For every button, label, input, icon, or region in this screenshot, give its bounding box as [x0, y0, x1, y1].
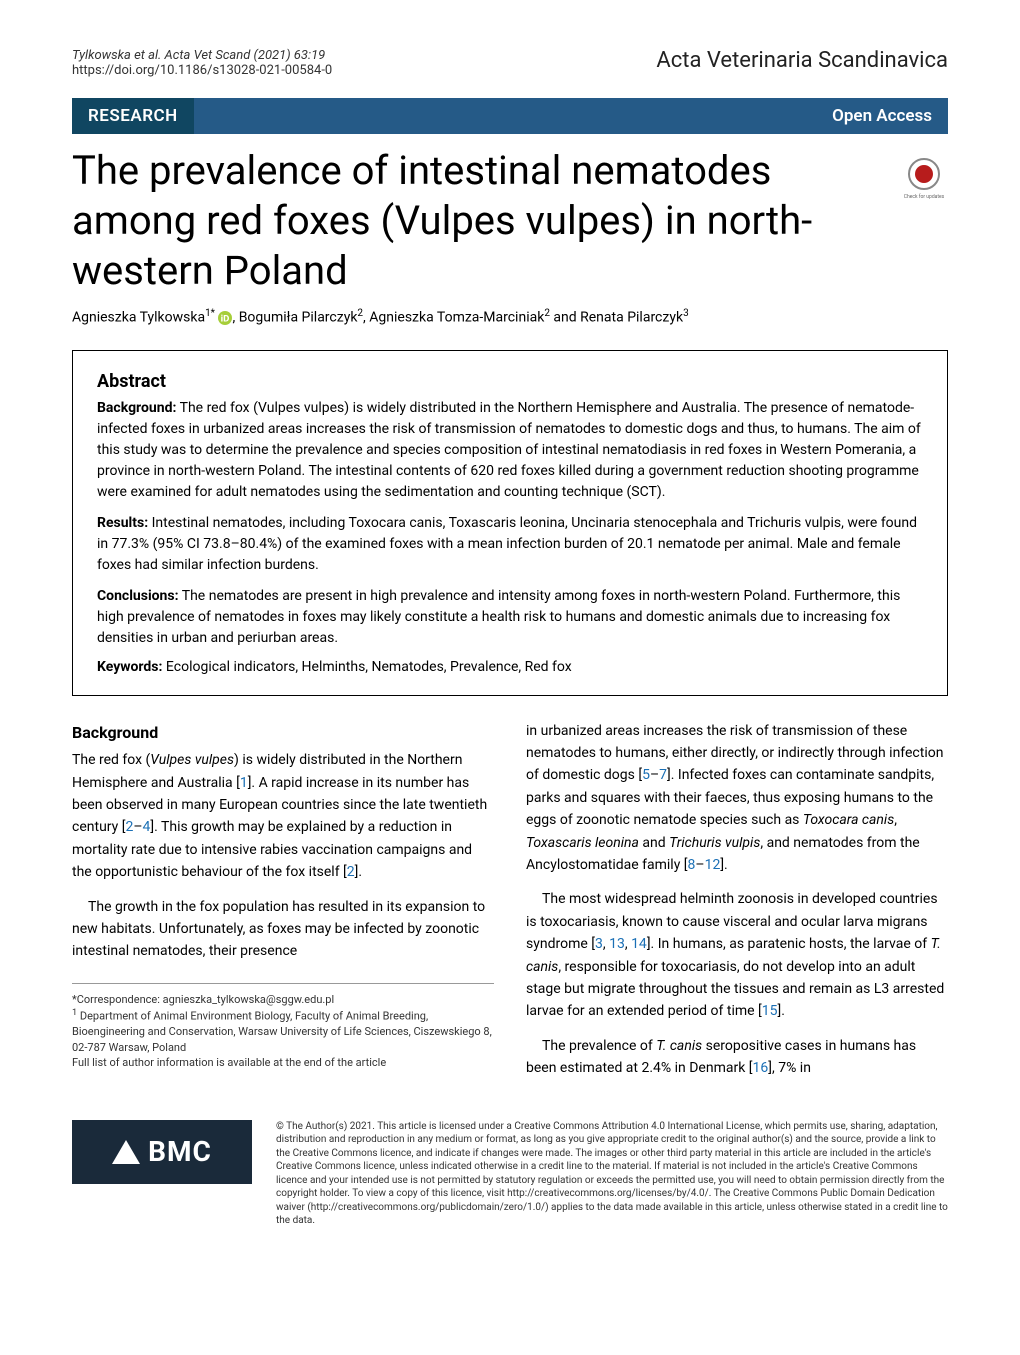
correspondence-email: *Correspondence: agnieszka_tylkowska@sgg…: [72, 992, 494, 1007]
author-2: , Bogumiła Pilarczyk: [232, 310, 357, 326]
abstract-background-text: The red fox (Vulpes vulpes) is widely di…: [97, 400, 921, 500]
left-p2: The growth in the fox population has res…: [72, 896, 494, 963]
author-1-sup: 1*: [205, 308, 215, 319]
abstract-heading: Abstract: [97, 371, 923, 392]
badge-spacer: [194, 98, 816, 134]
author-3: , Agnieszka Tomza-Marciniak: [363, 310, 544, 326]
body-columns: Background The red fox (Vulpes vulpes) i…: [72, 720, 948, 1092]
text: The prevalence of: [542, 1038, 656, 1054]
right-column: in urbanized areas increases the risk of…: [526, 720, 948, 1092]
abstract-conclusions: Conclusions: The nematodes are present i…: [97, 586, 923, 649]
ref-link[interactable]: 5: [642, 767, 650, 783]
license-text: © The Author(s) 2021. This article is li…: [276, 1120, 948, 1228]
ref-link[interactable]: 13: [609, 936, 625, 952]
abstract-results-label: Results:: [97, 515, 148, 531]
species: Toxascaris leonina: [526, 835, 639, 851]
journal-name: Acta Veterinaria Scandinavica: [656, 48, 948, 73]
ref-link[interactable]: 16: [753, 1060, 769, 1076]
orcid-icon[interactable]: iD: [218, 311, 232, 325]
svg-text:iD: iD: [221, 313, 230, 324]
author-4-sup: 3: [683, 308, 689, 319]
ref-link[interactable]: 1: [240, 775, 248, 791]
bmc-logo: BMC: [72, 1120, 252, 1184]
citation-block: Tylkowska et al. Acta Vet Scand (2021) 6…: [72, 48, 332, 78]
text: ].: [778, 1003, 785, 1019]
species: Toxocara canis: [803, 812, 894, 828]
left-p1: The red fox (Vulpes vulpes) is widely di…: [72, 749, 494, 883]
ref-link[interactable]: 2: [347, 864, 355, 880]
ref-link[interactable]: 15: [762, 1003, 778, 1019]
abstract-keywords-label: Keywords:: [97, 659, 162, 675]
abstract-conclusions-label: Conclusions:: [97, 588, 179, 604]
citation: Tylkowska et al. Acta Vet Scand (2021) 6…: [72, 48, 332, 63]
correspondence-note: Full list of author information is avail…: [72, 1055, 494, 1070]
abstract-keywords: Keywords: Ecological indicators, Helmint…: [97, 659, 923, 675]
correspondence-footer: *Correspondence: agnieszka_tylkowska@sgg…: [72, 983, 494, 1071]
authors-line: Agnieszka Tylkowska1* iD , Bogumiła Pila…: [72, 308, 948, 326]
open-access-badge: Open Access: [816, 98, 948, 134]
abstract-background-label: Background:: [97, 400, 176, 416]
text: –: [695, 857, 704, 873]
doi: https://doi.org/10.1186/s13028-021-00584…: [72, 63, 332, 78]
page-title: The prevalence of intestinal nematodes a…: [72, 146, 884, 296]
abstract-results: Results: Intestinal nematodes, including…: [97, 513, 923, 576]
text: ].: [355, 864, 362, 880]
author-4: and Renata Pilarczyk: [550, 310, 683, 326]
abstract-background: Background: The red fox (Vulpes vulpes) …: [97, 398, 923, 503]
background-heading: Background: [72, 720, 494, 746]
abstract-conclusions-text: The nematodes are present in high preval…: [97, 588, 900, 646]
footer-row: BMC © The Author(s) 2021. This article i…: [72, 1120, 948, 1228]
species: Vulpes vulpes: [150, 752, 234, 768]
bmc-triangle-icon: [112, 1140, 140, 1164]
right-p1: in urbanized areas increases the risk of…: [526, 720, 948, 877]
ref-link[interactable]: 7: [659, 767, 667, 783]
text: ]. In humans, as paratenic hosts, the la…: [647, 936, 931, 952]
ref-link[interactable]: 3: [595, 936, 603, 952]
text: , responsible for toxocariasis, do not d…: [526, 959, 944, 1020]
bmc-text: BMC: [148, 1135, 212, 1168]
text: and: [639, 835, 669, 851]
badge-row: RESEARCH Open Access: [72, 98, 948, 134]
check-updates-icon[interactable]: Check for updates: [900, 154, 948, 202]
research-badge: RESEARCH: [72, 98, 194, 134]
abstract-box: Abstract Background: The red fox (Vulpes…: [72, 350, 948, 696]
species: T. canis: [656, 1038, 702, 1054]
text: ], 7% in: [768, 1060, 811, 1076]
left-column: Background The red fox (Vulpes vulpes) i…: [72, 720, 494, 1092]
crossmark-icon: Check for updates: [900, 154, 948, 202]
species: Trichuris vulpis: [669, 835, 760, 851]
abstract-results-text: Intestinal nematodes, including Toxocara…: [97, 515, 917, 573]
ref-link[interactable]: 14: [631, 936, 647, 952]
text: ].: [720, 857, 727, 873]
text: –: [650, 767, 659, 783]
text: ,: [894, 812, 897, 828]
right-p3: The prevalence of T. canis seropositive …: [526, 1035, 948, 1080]
svg-text:Check for updates: Check for updates: [904, 193, 945, 200]
author-1: Agnieszka Tylkowska: [72, 310, 205, 326]
header-row: Tylkowska et al. Acta Vet Scand (2021) 6…: [72, 48, 948, 78]
right-p2: The most widespread helminth zoonosis in…: [526, 888, 948, 1022]
affiliation-text: Department of Animal Environment Biology…: [72, 1010, 492, 1054]
correspondence-affiliation: 1 Department of Animal Environment Biolo…: [72, 1007, 494, 1055]
text: The red fox (: [72, 752, 150, 768]
text: –: [133, 819, 142, 835]
title-row: The prevalence of intestinal nematodes a…: [72, 146, 948, 296]
abstract-keywords-text: Ecological indicators, Helminths, Nemato…: [162, 659, 571, 675]
ref-link[interactable]: 12: [705, 857, 721, 873]
